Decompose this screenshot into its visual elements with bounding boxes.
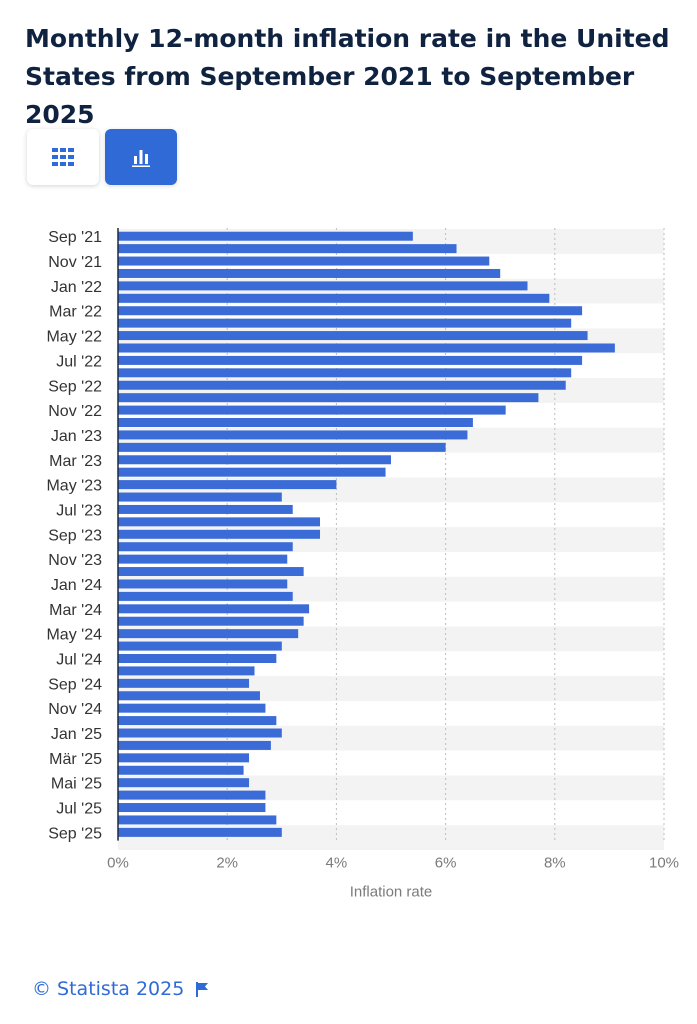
bar-4 xyxy=(118,281,528,291)
chart-view-button[interactable] xyxy=(105,129,177,185)
bar-19 xyxy=(118,467,386,477)
bar-21 xyxy=(118,492,282,502)
x-axis-label: Inflation rate xyxy=(350,884,433,901)
bar-18 xyxy=(118,455,391,465)
bar-44 xyxy=(118,778,250,788)
bar-36 xyxy=(118,678,250,688)
bar-12 xyxy=(118,380,566,390)
y-tick-label: Sep '24 xyxy=(48,676,102,693)
bar-0 xyxy=(118,231,413,241)
bar-32 xyxy=(118,629,299,639)
bar-26 xyxy=(118,554,288,564)
y-tick-label: Mar '23 xyxy=(49,453,102,470)
y-tick-label: Jan '25 xyxy=(51,726,102,743)
bar-16 xyxy=(118,430,468,440)
bar-8 xyxy=(118,331,588,341)
y-tick-label: May '23 xyxy=(46,478,102,495)
bar-38 xyxy=(118,703,266,713)
bar-40 xyxy=(118,728,282,738)
bar-1 xyxy=(118,244,457,254)
bar-35 xyxy=(118,666,255,676)
y-tick-label: Jan '22 xyxy=(51,279,102,296)
bar-25 xyxy=(118,542,293,552)
bar-34 xyxy=(118,653,277,663)
bar-22 xyxy=(118,504,293,514)
bar-17 xyxy=(118,442,446,452)
table-view-button[interactable] xyxy=(27,129,99,185)
bar-30 xyxy=(118,604,310,614)
bar-9 xyxy=(118,343,615,353)
bar-28 xyxy=(118,579,288,589)
bar-3 xyxy=(118,268,501,278)
bar-13 xyxy=(118,393,539,403)
x-tick-label: 6% xyxy=(435,855,457,872)
bar-chart-icon xyxy=(132,150,150,167)
y-tick-label: Jul '22 xyxy=(56,353,102,370)
x-tick-label: 0% xyxy=(107,855,129,872)
copyright-link[interactable]: © Statista 2025 xyxy=(32,978,185,1000)
bar-41 xyxy=(118,740,271,750)
bar-7 xyxy=(118,318,572,328)
y-tick-label: Mar '24 xyxy=(49,602,102,619)
bar-20 xyxy=(118,480,337,490)
bar-48 xyxy=(118,827,282,837)
x-tick-label: 2% xyxy=(216,855,238,872)
bar-45 xyxy=(118,790,266,800)
bar-27 xyxy=(118,567,304,577)
y-tick-label: Sep '21 xyxy=(48,229,102,246)
y-tick-label: Sep '25 xyxy=(48,825,102,842)
footer: © Statista 2025 xyxy=(32,978,209,1000)
bar-47 xyxy=(118,815,277,825)
bar-29 xyxy=(118,591,293,601)
y-tick-label: Nov '22 xyxy=(48,403,102,420)
flag-icon[interactable] xyxy=(196,981,209,997)
bar-42 xyxy=(118,753,250,763)
bar-6 xyxy=(118,306,583,316)
page-title: Monthly 12-month inflation rate in the U… xyxy=(25,24,670,129)
bar-14 xyxy=(118,405,506,415)
bar-2 xyxy=(118,256,490,266)
y-tick-label: Nov '24 xyxy=(48,701,102,718)
y-tick-label: Sep '23 xyxy=(48,527,102,544)
y-tick-label: Nov '21 xyxy=(48,254,102,271)
bar-10 xyxy=(118,355,583,365)
y-tick-label: Sep '22 xyxy=(48,378,102,395)
y-tick-label: May '22 xyxy=(46,329,102,346)
x-tick-label: 4% xyxy=(326,855,348,872)
grid-icon xyxy=(52,148,74,166)
bar-37 xyxy=(118,691,260,701)
bar-39 xyxy=(118,716,277,726)
bar-31 xyxy=(118,616,304,626)
bar-46 xyxy=(118,803,266,813)
bar-11 xyxy=(118,368,572,378)
bar-15 xyxy=(118,418,473,428)
bar-24 xyxy=(118,529,321,539)
y-tick-label: Jul '24 xyxy=(56,651,102,668)
bar-33 xyxy=(118,641,282,651)
bar-43 xyxy=(118,765,244,775)
bar-5 xyxy=(118,293,550,303)
bar-chart: Sep '21 Nov '21 Jan '22 Mar '22 May '22 Jul '… xyxy=(46,228,679,901)
x-tick-label: 10% xyxy=(649,855,679,872)
y-tick-label: Jul '25 xyxy=(56,801,102,818)
bar-23 xyxy=(118,517,321,527)
y-tick-label: Nov '23 xyxy=(48,552,102,569)
y-tick-label: Jul '23 xyxy=(56,502,102,519)
y-tick-label: Jan '24 xyxy=(51,577,102,594)
y-tick-label: Jan '23 xyxy=(51,428,102,445)
y-tick-label: Mai '25 xyxy=(51,776,102,793)
x-tick-label: 8% xyxy=(544,855,566,872)
y-tick-label: Mär '25 xyxy=(49,751,102,768)
y-tick-label: Mar '22 xyxy=(49,304,102,321)
y-tick-label: May '24 xyxy=(46,627,102,644)
